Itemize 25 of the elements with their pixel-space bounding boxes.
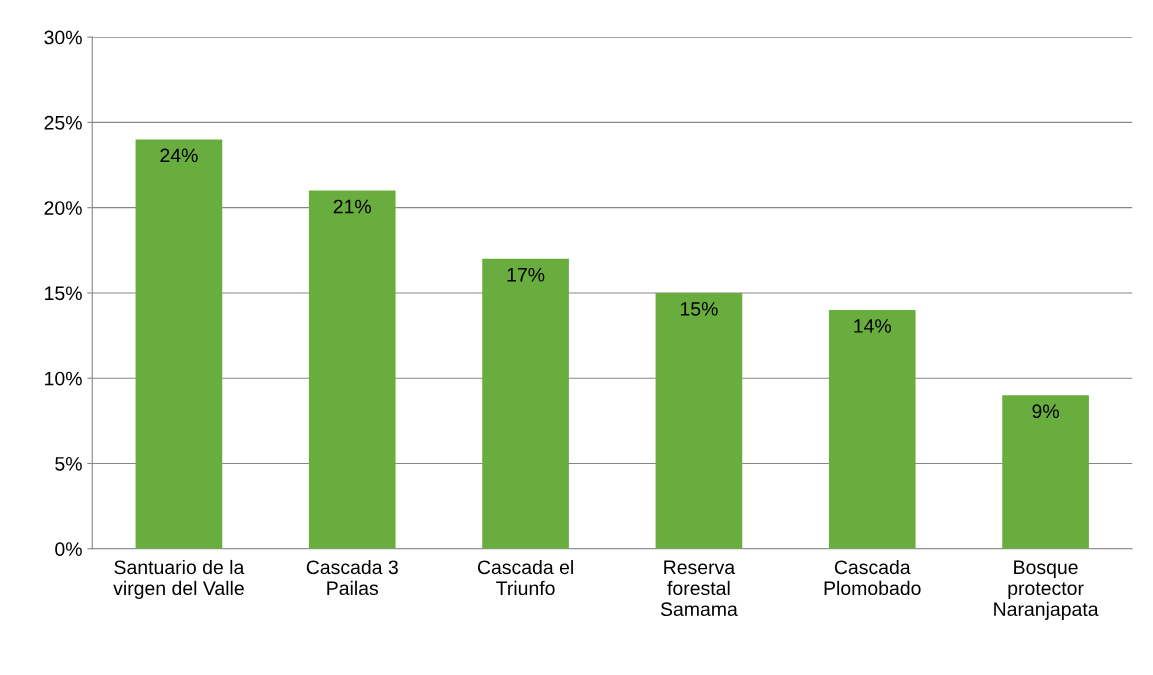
y-tick-label: 0% (55, 542, 82, 557)
x-tick-label: Cascada 3 Pailas (306, 559, 398, 596)
bar (828, 310, 916, 549)
x-tick-label: Cascada el Triunfo (477, 559, 573, 596)
x-tick-label: Reserva forestal Samama (660, 560, 738, 617)
x-tick-label: Cascada Plomobado (824, 559, 921, 596)
y-tick-label: 30% (44, 30, 82, 45)
data-label: 21% (333, 199, 372, 214)
y-tick-label: 15% (45, 286, 82, 301)
bar (135, 139, 223, 549)
bar (308, 190, 396, 549)
data-label: 14% (854, 319, 892, 333)
data-label: 24% (160, 148, 198, 163)
data-label: 9% (1032, 404, 1059, 419)
y-tick-label: 10% (45, 371, 82, 386)
bar (482, 258, 569, 549)
data-label: 15% (680, 302, 718, 316)
bar (1002, 395, 1089, 549)
x-tick-label: Santuario de la virgen del Valle (113, 559, 245, 599)
y-tick-label: 20% (44, 201, 82, 215)
x-tick-label: Bosque protector Naranjapata (994, 560, 1099, 620)
data-label: 17% (507, 267, 545, 282)
y-tick-label: 25% (44, 115, 82, 130)
y-tick-label: 5% (55, 457, 82, 471)
bar (655, 292, 743, 549)
